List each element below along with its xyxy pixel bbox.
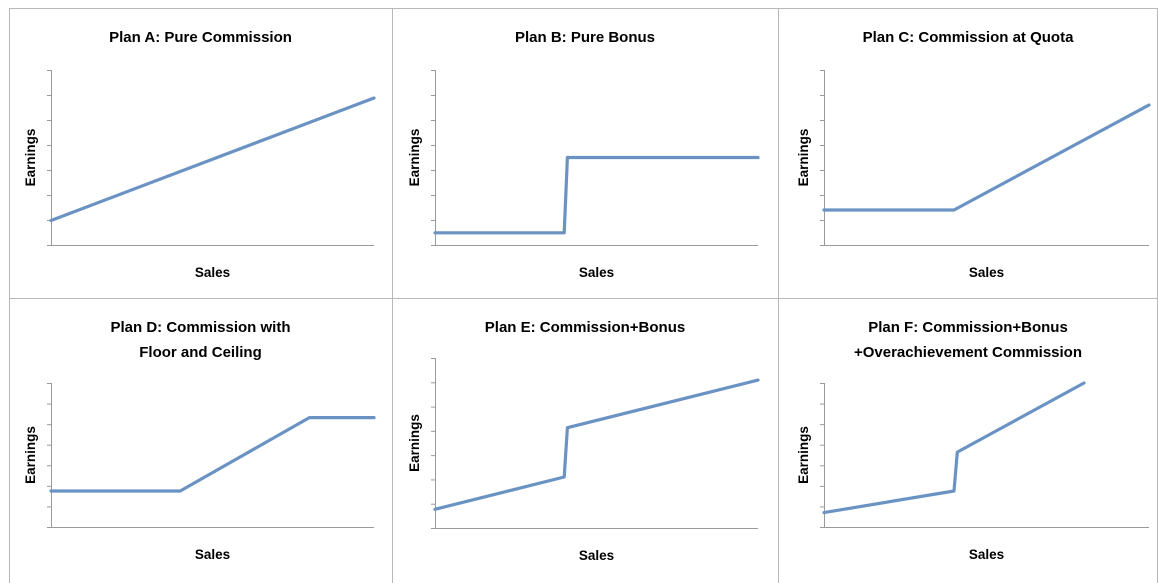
chart-title: Plan C: Commission at Quota [863,29,1075,46]
chart-grid: Plan A: Pure Commission Sales Earnings Plan… [9,8,1158,583]
y-axis-label: Earnings [407,129,422,187]
x-axis-label: Sales [195,547,230,562]
series-line [822,381,1086,515]
series-line [49,415,376,493]
chart-title: Floor and Ceiling [139,344,262,361]
x-axis-label: Sales [579,548,614,563]
chart-svg: Plan D: Commission with Floor and Ceiling… [9,298,392,583]
chart-panel-4: Plan D: Commission with Floor and Ceiling… [9,298,392,583]
chart-svg: Plan E: Commission+Bonus Sales Earnings [392,298,778,583]
chart-title: Plan E: Commission+Bonus [485,319,685,336]
y-axis-label: Earnings [796,129,811,187]
y-axis-label: Earnings [23,129,38,187]
chart-svg: Plan A: Pure Commission Sales Earnings [9,8,392,298]
x-axis-label: Sales [969,547,1004,562]
chart-title: Plan D: Commission with [110,319,290,336]
chart-svg: Plan B: Pure Bonus Sales Earnings [392,8,778,298]
series-line [49,96,376,223]
x-axis-label: Sales [969,265,1004,280]
chart-panel-6: Plan F: Commission+Bonus +Overachievement… [778,298,1158,583]
y-axis-label: Earnings [23,426,38,484]
chart-title: Plan A: Pure Commission [109,29,292,46]
chart-svg: Plan F: Commission+Bonus +Overachievement… [778,298,1158,583]
chart-panel-1: Plan A: Pure Commission Sales Earnings [9,8,392,298]
chart-title: +Overachievement Commission [854,344,1082,361]
series-line [433,155,760,235]
y-axis-label: Earnings [796,426,811,484]
x-axis-label: Sales [195,265,230,280]
series-line [433,378,760,511]
y-axis-label: Earnings [407,414,422,472]
chart-title: Plan F: Commission+Bonus [868,319,1068,336]
chart-panel-2: Plan B: Pure Bonus Sales Earnings [392,8,778,298]
chart-panel-3: Plan C: Commission at Quota Sales Earnings [778,8,1158,298]
chart-svg: Plan C: Commission at Quota Sales Earnings [778,8,1158,298]
series-line [822,103,1151,212]
chart-panel-5: Plan E: Commission+Bonus Sales Earnings [392,298,778,583]
x-axis-label: Sales [579,265,614,280]
chart-title: Plan B: Pure Bonus [515,29,655,46]
